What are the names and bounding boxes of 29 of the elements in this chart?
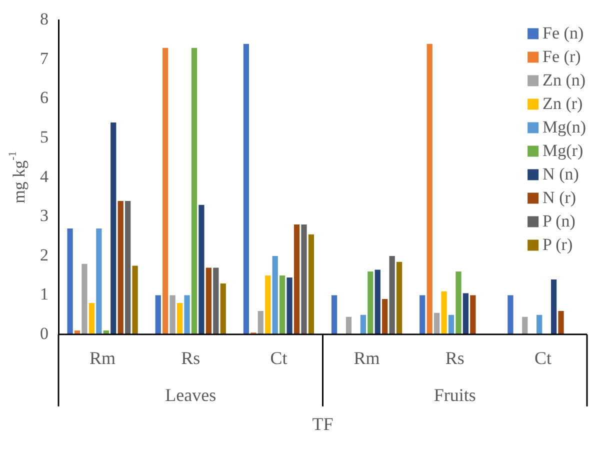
y-tick-label: 8 (40, 10, 48, 29)
legend-label: N (n) (542, 164, 579, 184)
y-tick-label: 7 (40, 48, 49, 68)
legend-label: Fe (r) (542, 47, 581, 66)
y-tick-label: 3 (40, 206, 48, 226)
legend-label: P (n) (542, 212, 576, 231)
x-tick-label: Rm (354, 348, 380, 368)
y-tick-label: 2 (40, 245, 48, 264)
y-tick-label: 5 (40, 127, 48, 146)
text: Leaves (165, 385, 216, 406)
legend-label: P (r) (542, 235, 573, 254)
text: Fruits (434, 385, 476, 406)
legend-label: Fe (n) (542, 24, 584, 43)
x-tick-label: Rs (181, 348, 200, 368)
y-tick-label: 0 (40, 324, 48, 343)
legend-label: Mg(n) (542, 118, 586, 137)
x-tick-label: Ct (270, 348, 288, 368)
y-tick-label: 4 (40, 166, 49, 186)
x-tick-label: Ct (534, 348, 552, 368)
x-tick-label: Rs (445, 348, 464, 368)
y-tick-label: 6 (40, 88, 48, 108)
y-tick-label: 1 (40, 284, 48, 304)
legend-label: N (r) (542, 188, 576, 208)
x-tick-label: Rm (90, 348, 116, 368)
legend-label: Zn (r) (542, 94, 583, 114)
y-axis-title: mg kg-1 (7, 151, 28, 204)
legend-label: Mg(r) (542, 141, 584, 160)
legend-label: Zn (n) (542, 70, 586, 90)
x-axis-title: TF (312, 414, 334, 434)
